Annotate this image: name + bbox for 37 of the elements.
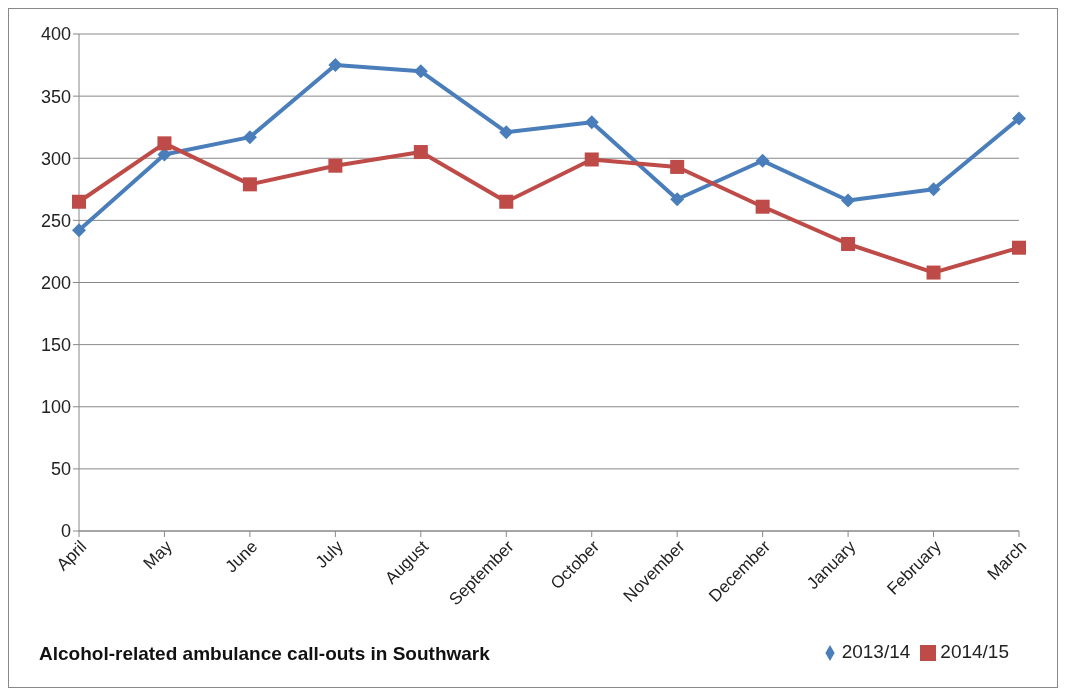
- x-tick-label: July: [311, 536, 348, 572]
- point: [670, 192, 685, 207]
- point: [670, 159, 685, 174]
- x-tick-label: May: [139, 536, 177, 574]
- y-tick-label: 150: [40, 335, 71, 356]
- point: [755, 153, 770, 168]
- y-tick-label: 350: [40, 86, 71, 107]
- point: [926, 182, 941, 197]
- point: [242, 177, 257, 192]
- legend-label: 2014/15: [940, 641, 1009, 662]
- point: [328, 58, 343, 73]
- point: [242, 130, 257, 145]
- y-tick-label: 200: [40, 272, 71, 293]
- point: [1012, 240, 1026, 255]
- point: [157, 136, 172, 151]
- y-tick-label: 300: [40, 148, 71, 169]
- point: [72, 194, 86, 209]
- point: [413, 145, 428, 160]
- point: [755, 199, 770, 214]
- point: [584, 152, 599, 167]
- text: Alcohol-related ambulance call-outs in Southwark: [39, 643, 490, 665]
- point: [72, 223, 86, 238]
- point: [1012, 111, 1026, 126]
- y-tick-label: 100: [40, 397, 71, 418]
- point: [499, 125, 514, 140]
- point: [584, 115, 599, 130]
- legend-label: 2013/14: [841, 641, 911, 662]
- point: [328, 158, 343, 173]
- y-tick-label: 50: [50, 459, 71, 480]
- point: [841, 193, 856, 208]
- point: [841, 236, 856, 251]
- y-tick-label: 0: [60, 521, 71, 542]
- point: [413, 64, 428, 79]
- y-tick-label: 250: [40, 210, 71, 231]
- point: [499, 194, 514, 209]
- y-tick-label: 400: [40, 24, 71, 45]
- point: [926, 265, 941, 280]
